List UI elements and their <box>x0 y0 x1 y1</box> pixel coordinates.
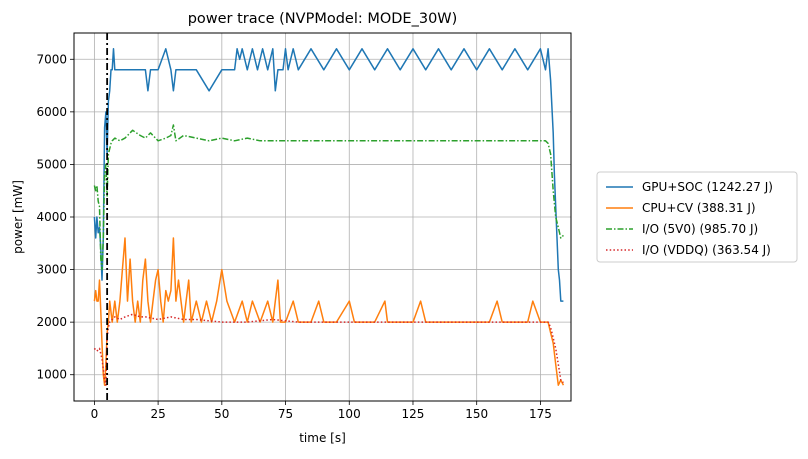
x-tick-label: 150 <box>465 407 488 421</box>
legend-label: GPU+SOC (1242.27 J) <box>642 180 773 194</box>
x-tick-label: 25 <box>150 407 165 421</box>
x-tick-label: 100 <box>338 407 361 421</box>
y-tick-label: 5000 <box>36 157 67 171</box>
y-tick-label: 4000 <box>36 210 67 224</box>
x-axis-label: time [s] <box>299 431 346 445</box>
x-tick-label: 75 <box>278 407 293 421</box>
y-tick-label: 6000 <box>36 105 67 119</box>
y-axis-ticks: 1000 2000 3000 4000 5000 6000 7000 <box>36 52 74 382</box>
x-axis-ticks: 0 25 50 75 100 125 150 175 <box>91 401 552 421</box>
x-tick-label: 0 <box>91 407 99 421</box>
y-tick-label: 7000 <box>36 52 67 66</box>
y-tick-label: 1000 <box>36 368 67 382</box>
legend-label: CPU+CV (388.31 J) <box>642 201 756 215</box>
x-tick-label: 175 <box>529 407 552 421</box>
series-layer <box>93 48 565 386</box>
series-line-4 <box>93 313 564 386</box>
y-tick-label: 2000 <box>36 315 67 329</box>
y-tick-label: 3000 <box>36 263 67 277</box>
legend-label: I/O (5V0) (985.70 J) <box>642 222 758 236</box>
chart-title: power trace (NVPModel: MODE_30W) <box>188 11 458 27</box>
x-tick-label: 125 <box>402 407 425 421</box>
y-axis-label: power [mW] <box>11 180 25 254</box>
legend: GPU+SOC (1242.27 J) CPU+CV (388.31 J) I/O … <box>596 171 798 263</box>
series-line-3 <box>93 124 564 271</box>
legend-label: I/O (VDDQ) (363.54 J) <box>642 243 771 257</box>
legend-box <box>596 171 798 263</box>
series-line-1 <box>93 48 564 302</box>
x-tick-label: 50 <box>214 407 229 421</box>
